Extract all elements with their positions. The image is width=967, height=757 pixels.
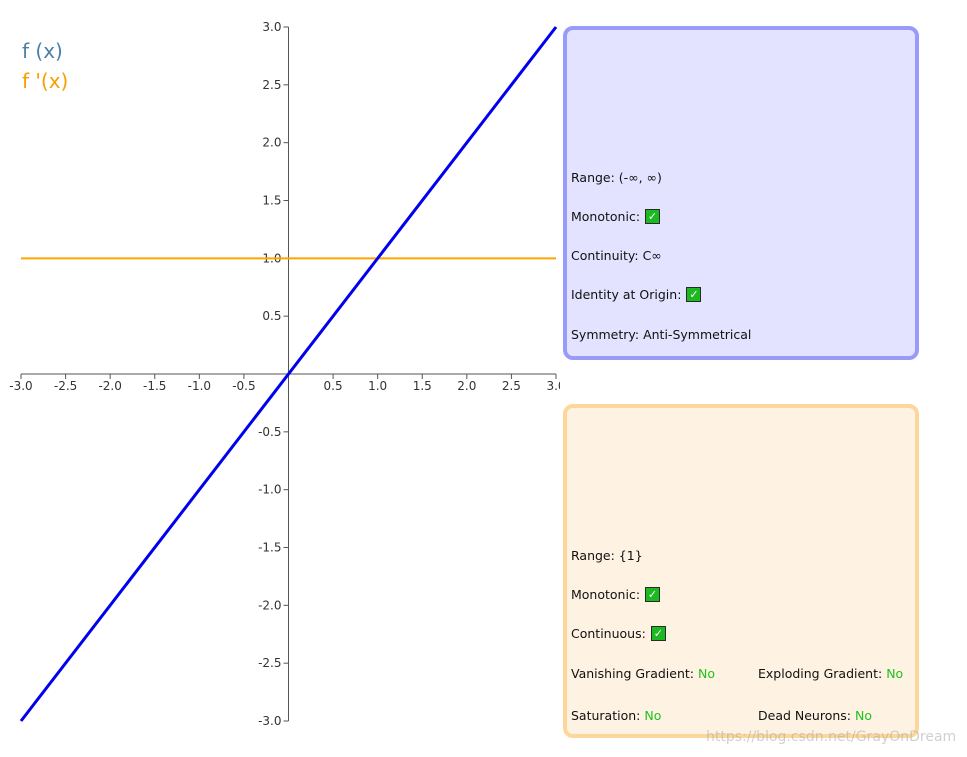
series-line-fx	[19, 26, 558, 722]
x-tick-label: -2.5	[54, 379, 77, 393]
x-tick-label: 0.5	[324, 379, 343, 393]
function-monotonic: Monotonic: ✓	[571, 209, 661, 224]
y-tick-label: -1.5	[258, 541, 281, 555]
dead-neurons-label: Dead Neurons:	[758, 708, 852, 723]
y-tick-label: -0.5	[258, 425, 281, 439]
y-tick-label: -1.0	[258, 483, 281, 497]
x-tick-label: 1.0	[368, 379, 387, 393]
y-tick-label: -3.0	[258, 714, 281, 728]
x-tick-label: -0.5	[232, 379, 255, 393]
saturation: Saturation: No	[571, 708, 661, 723]
x-tick-label: -1.5	[143, 379, 166, 393]
checkmark-icon: ✓	[645, 209, 661, 224]
function-identity-label: Identity at Origin:	[571, 287, 682, 302]
checkmark-icon: ✓	[650, 626, 666, 641]
function-monotonic-label: Monotonic:	[571, 209, 641, 224]
y-tick-label: 2.5	[262, 78, 281, 92]
x-tick-label: 1.5	[413, 379, 432, 393]
vanishing-gradient-label: Vanishing Gradient:	[571, 666, 694, 681]
legend: f (x) f '(x)	[22, 36, 68, 96]
x-tick-label: 3.0	[546, 379, 560, 393]
function-continuity: Continuity: C∞	[571, 248, 662, 263]
x-tick-label: -3.0	[9, 379, 32, 393]
x-tick-label: -1.0	[188, 379, 211, 393]
legend-entry-fx: f (x)	[22, 39, 63, 63]
y-tick-label: -2.5	[258, 656, 281, 670]
exploding-gradient: Exploding Gradient: No	[758, 666, 903, 681]
legend-entry-dfx: f '(x)	[22, 69, 69, 93]
function-symmetry: Symmetry: Anti-Symmetrical	[571, 327, 752, 342]
derivative-range: Range: {1}	[571, 548, 643, 563]
x-tick-label: 2.0	[457, 379, 476, 393]
saturation-value: No	[644, 708, 662, 723]
y-tick-label: 3.0	[262, 20, 281, 34]
vanishing-gradient: Vanishing Gradient: No	[571, 666, 715, 681]
exploding-gradient-label: Exploding Gradient:	[758, 666, 883, 681]
exploding-gradient-value: No	[886, 666, 904, 681]
dead-neurons-value: No	[855, 708, 872, 723]
derivative-continuous-label: Continuous:	[571, 626, 646, 641]
vanishing-gradient-value: No	[697, 666, 715, 681]
saturation-label: Saturation:	[571, 708, 641, 723]
derivative-continuous: Continuous: ✓	[571, 626, 666, 641]
checkmark-icon: ✓	[686, 287, 702, 302]
x-tick-label: -2.0	[98, 379, 121, 393]
y-tick-label: 1.5	[262, 194, 281, 208]
y-tick-label: 0.5	[262, 309, 281, 323]
checkmark-icon: ✓	[645, 587, 661, 602]
y-tick-label: 2.0	[262, 136, 281, 150]
watermark: https://blog.csdn.net/GrayOnDream	[706, 729, 957, 745]
x-tick-label: 2.5	[502, 379, 521, 393]
activation-plot: -3.0 -2.5 -2.0 -1.5 -1.0 -0.5 0.5 1.0 1.5 2.0 2.5 3…	[9, 20, 560, 728]
function-properties-panel: Range: (-∞, ∞) Monotonic: ✓ Continuity: …	[563, 26, 919, 360]
dead-neurons: Dead Neurons: No	[758, 708, 872, 723]
function-range: Range: (-∞, ∞)	[571, 170, 662, 185]
function-identity: Identity at Origin: ✓	[571, 287, 702, 302]
derivative-monotonic-label: Monotonic:	[571, 587, 641, 602]
derivative-properties-panel: Range: {1} Monotonic: ✓ Continuous: ✓ Va…	[563, 404, 919, 738]
y-tick-label: -2.0	[258, 598, 281, 612]
derivative-monotonic: Monotonic: ✓	[571, 587, 661, 602]
